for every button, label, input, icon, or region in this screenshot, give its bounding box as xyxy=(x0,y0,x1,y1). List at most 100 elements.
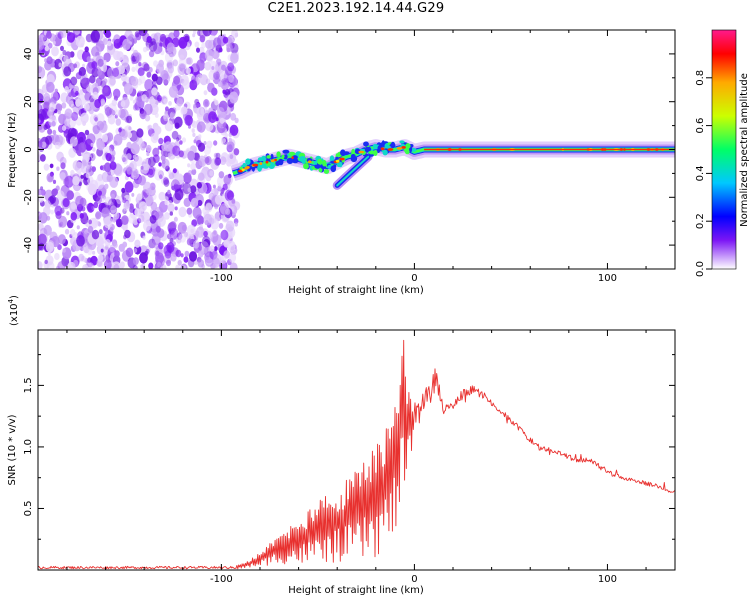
snr-x-axis-label: Height of straight line (km) xyxy=(288,585,424,596)
track-blob xyxy=(340,149,346,156)
noise-blob xyxy=(130,76,139,87)
noise-blob xyxy=(78,253,85,262)
noise-blob xyxy=(113,264,120,269)
snr-y-multiplier: (x104) xyxy=(7,295,20,326)
track-blob xyxy=(288,151,296,156)
noise-blob xyxy=(87,257,92,263)
noise-blob xyxy=(198,250,204,258)
noise-blob xyxy=(164,250,172,259)
noise-blob xyxy=(230,52,239,64)
noise-blob xyxy=(59,172,66,181)
noise-blob xyxy=(122,241,128,248)
noise-blob xyxy=(43,92,50,102)
noise-blob xyxy=(176,97,183,107)
noise-blob xyxy=(210,218,219,230)
noise-blob xyxy=(97,69,103,76)
y-tick-label: 0.5 xyxy=(23,501,34,517)
y-tick-label: -40 xyxy=(23,237,34,253)
noise-blob xyxy=(43,224,52,236)
noise-blob xyxy=(170,253,177,262)
spectrogram-panel: -100 0 100 -40 -20 0 20 40 Height of straight l… xyxy=(7,29,676,296)
noise-blob xyxy=(186,207,193,215)
track-blob xyxy=(266,155,271,159)
noise-blob xyxy=(120,130,128,141)
noise-blob xyxy=(61,102,67,109)
noise-blob xyxy=(79,136,84,143)
track-hotspot xyxy=(387,148,394,151)
noise-blob xyxy=(196,106,205,118)
noise-blob xyxy=(39,98,44,104)
noise-blob xyxy=(64,108,73,119)
noise-blob xyxy=(56,166,60,171)
track-blob xyxy=(270,153,274,160)
noise-blob xyxy=(191,168,197,176)
noise-blob xyxy=(158,174,163,180)
noise-blob xyxy=(43,101,50,111)
noise-blob xyxy=(120,73,127,82)
noise-blob xyxy=(158,162,162,167)
noise-blob xyxy=(38,65,43,74)
noise-blob xyxy=(113,34,121,44)
noise-blob xyxy=(103,60,107,64)
noise-blob xyxy=(205,202,212,211)
noise-blob xyxy=(58,234,66,245)
track-hotspot xyxy=(396,147,403,150)
noise-blob xyxy=(144,79,154,91)
noise-blob xyxy=(104,183,109,190)
noise-blob xyxy=(197,142,206,152)
noise-blob xyxy=(126,166,133,175)
noise-blob xyxy=(188,170,193,176)
noise-blob xyxy=(99,86,103,91)
noise-blob xyxy=(218,222,224,229)
noise-blob xyxy=(133,171,137,177)
noise-blob xyxy=(120,100,126,108)
noise-blob xyxy=(191,120,198,129)
noise-blob xyxy=(95,177,105,190)
noise-blob xyxy=(126,115,133,124)
track-hotspot xyxy=(339,157,345,161)
noise-blob xyxy=(215,152,221,160)
noise-blob xyxy=(116,195,123,205)
noise-blob xyxy=(196,121,206,133)
noise-blob xyxy=(107,76,116,87)
noise-blob xyxy=(131,66,136,73)
noise-blob xyxy=(187,187,191,193)
noise-blob xyxy=(121,215,129,226)
y-tick-label: 40 xyxy=(23,48,34,61)
noise-blob xyxy=(222,138,227,144)
noise-blob xyxy=(203,99,210,108)
track-blob xyxy=(275,161,281,167)
noise-blob xyxy=(221,64,226,71)
noise-blob xyxy=(60,45,64,52)
noise-blob xyxy=(122,208,126,214)
noise-blob xyxy=(134,31,140,38)
noise-blob xyxy=(72,259,79,268)
noise-blob xyxy=(41,48,45,54)
noise-blob xyxy=(158,242,164,250)
noise-blob xyxy=(219,117,225,124)
noise-blob xyxy=(222,36,229,44)
noise-blob xyxy=(125,247,134,258)
noise-blob xyxy=(164,200,168,206)
noise-blob xyxy=(166,42,175,53)
noise-blob xyxy=(110,193,116,200)
noise-blob xyxy=(213,253,222,265)
noise-blob xyxy=(157,145,161,150)
track-blob xyxy=(382,149,388,156)
noise-blob xyxy=(187,150,196,161)
noise-blob xyxy=(134,156,143,167)
noise-blob xyxy=(231,199,236,204)
noise-blob xyxy=(212,50,220,59)
noise-blob xyxy=(38,233,47,246)
noise-blob xyxy=(46,81,55,93)
noise-blob xyxy=(113,242,118,248)
noise-blob xyxy=(38,242,45,251)
noise-blob xyxy=(147,124,153,130)
noise-blob xyxy=(143,220,151,232)
track-hotspot xyxy=(308,160,312,164)
noise-blob xyxy=(96,196,102,204)
noise-blob xyxy=(64,86,69,92)
noise-blob xyxy=(179,140,183,145)
noise-blob xyxy=(70,103,75,110)
